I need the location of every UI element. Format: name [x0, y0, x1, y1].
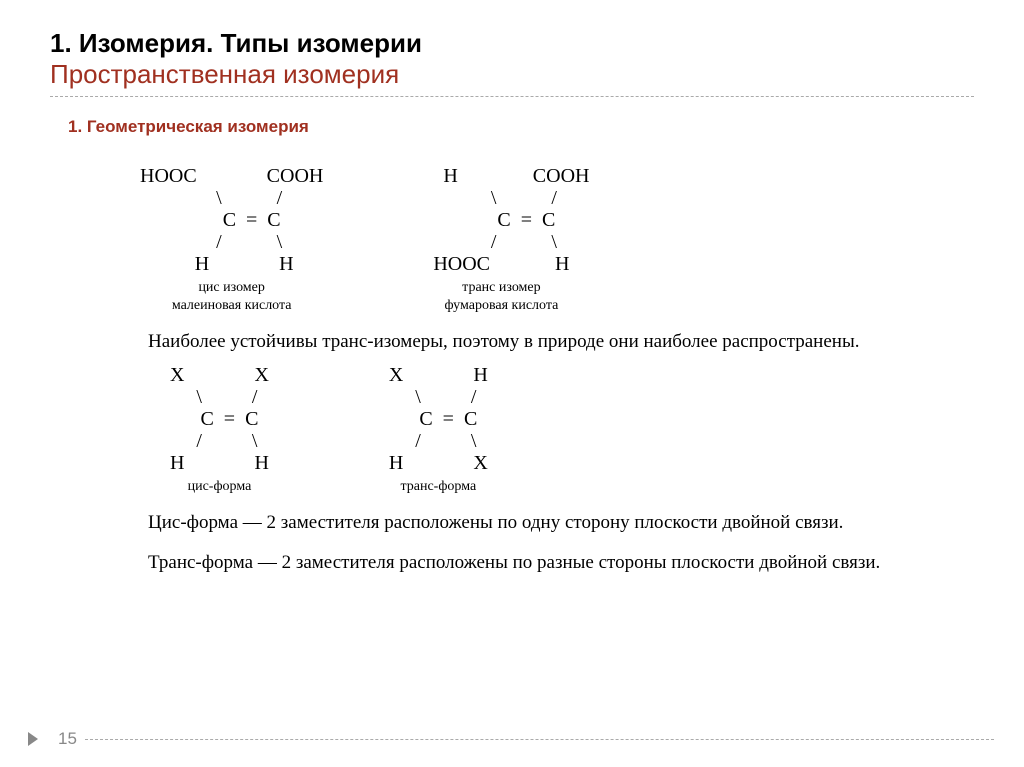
molecule-trans-acid: H COOH \ / C = C / \ HOOC H транс изомер…	[413, 165, 589, 314]
subheading: 1. Геометрическая изомерия	[68, 117, 974, 137]
arrow-icon	[28, 732, 38, 746]
caption-trans-acid: транс изомерфумаровая кислота	[413, 279, 589, 314]
formula-trans-form: X H \ / C = C / \ H X	[389, 364, 488, 474]
caption-cis-form: цис-форма	[170, 478, 269, 496]
footer: 15	[28, 729, 994, 749]
caption-cis-acid: цис изомермалеиновая кислота	[140, 279, 323, 314]
page-number: 15	[58, 729, 77, 749]
paragraph-2: Цис-форма — 2 заместителя расположены по…	[110, 511, 934, 535]
title-line-1: 1. Изомерия. Типы изомерии	[50, 28, 974, 59]
paragraph-3: Транс-форма — 2 заместителя расположены …	[110, 551, 934, 575]
caption-trans-form: транс-форма	[389, 478, 488, 496]
title-line-2: Пространственная изомерия	[50, 59, 974, 90]
footer-dashed-line	[85, 739, 994, 740]
molecule-row-2: X X \ / C = C / \ H H цис-форма X H \ / …	[170, 364, 974, 496]
formula-trans-acid: H COOH \ / C = C / \ HOOC H	[413, 165, 589, 275]
formula-cis-form: X X \ / C = C / \ H H	[170, 364, 269, 474]
paragraph-1: Наиболее устойчивы транс-изомеры, поэтом…	[110, 330, 934, 354]
molecule-cis-form: X X \ / C = C / \ H H цис-форма	[170, 364, 269, 496]
molecule-trans-form: X H \ / C = C / \ H X транс-форма	[389, 364, 488, 496]
divider-top	[50, 96, 974, 97]
molecule-row-1: HOOC COOH \ / C = C / \ H H цис изомерма…	[140, 165, 974, 314]
title-block: 1. Изомерия. Типы изомерии Пространствен…	[50, 28, 974, 90]
formula-cis-acid: HOOC COOH \ / C = C / \ H H	[140, 165, 323, 275]
molecule-cis-acid: HOOC COOH \ / C = C / \ H H цис изомерма…	[140, 165, 323, 314]
